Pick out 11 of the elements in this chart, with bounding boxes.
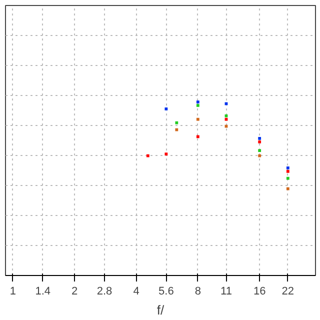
x-tick-label: 16 xyxy=(253,286,266,298)
x-axis-title: f/ xyxy=(156,302,164,318)
x-tick-label: 2.8 xyxy=(96,286,112,298)
x-tick-label: 1.4 xyxy=(35,286,51,298)
x-tick-label: 8 xyxy=(194,286,201,298)
x-tick-label: 4 xyxy=(133,286,140,298)
x-tick-label: 5.6 xyxy=(158,286,174,298)
x-tick-label: 11 xyxy=(220,286,232,298)
x-tick-label: 2 xyxy=(72,286,78,298)
x-tick-label: 22 xyxy=(282,286,294,298)
x-tick-label: 1 xyxy=(10,286,16,298)
